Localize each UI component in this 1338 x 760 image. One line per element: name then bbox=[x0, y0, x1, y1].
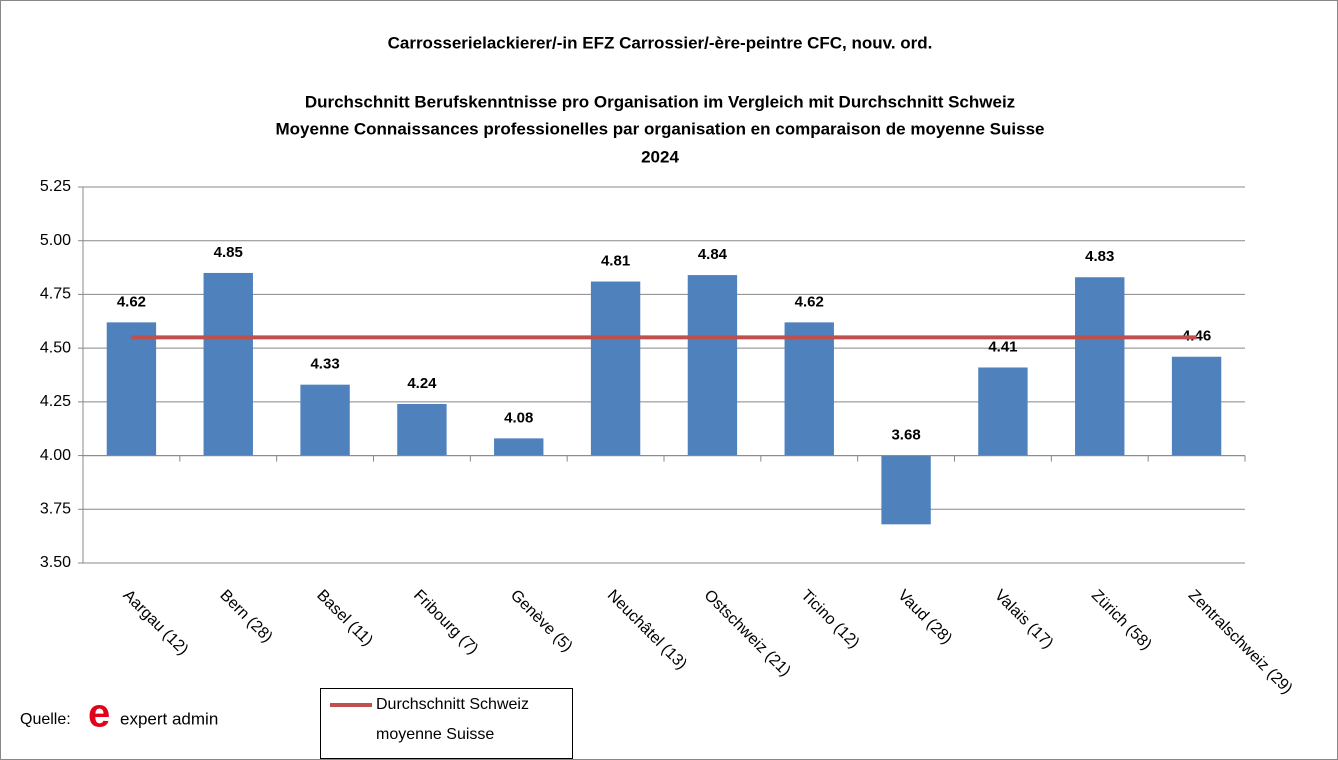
bar bbox=[203, 272, 253, 456]
chart-subtitle: 2024 bbox=[641, 147, 679, 166]
value-label: 4.84 bbox=[698, 246, 728, 263]
value-label: 4.41 bbox=[988, 338, 1017, 355]
y-tick-label: 3.75 bbox=[40, 501, 71, 518]
bar bbox=[1075, 277, 1125, 456]
y-tick-label: 4.50 bbox=[40, 339, 71, 356]
value-label: 3.68 bbox=[891, 427, 920, 444]
value-label: 4.85 bbox=[214, 244, 243, 261]
bar bbox=[590, 281, 641, 456]
bar bbox=[1171, 356, 1222, 456]
legend-box bbox=[320, 688, 573, 759]
logo-mark: e bbox=[88, 692, 110, 736]
bar bbox=[106, 322, 157, 456]
bar bbox=[881, 455, 931, 525]
y-tick-label: 4.75 bbox=[40, 286, 71, 303]
bar bbox=[784, 322, 834, 456]
chart-subtitle: Moyenne Connaissances professionelles pa… bbox=[275, 119, 1044, 138]
logo-text: expert admin bbox=[120, 709, 218, 728]
value-label: 4.24 bbox=[407, 375, 437, 392]
y-tick-label: 3.50 bbox=[40, 554, 71, 571]
legend-label: moyenne Suisse bbox=[376, 726, 494, 743]
legend-label: Durchschnitt Schweiz bbox=[376, 696, 529, 713]
y-tick-label: 5.00 bbox=[40, 232, 71, 249]
bar bbox=[687, 275, 738, 456]
bar bbox=[494, 438, 544, 456]
value-label: 4.81 bbox=[601, 253, 630, 270]
value-label: 4.08 bbox=[504, 409, 533, 426]
chart-title: Carrosserielackierer/-in EFZ Carrossier/… bbox=[388, 33, 933, 52]
y-tick-label: 5.25 bbox=[40, 178, 71, 195]
y-tick-label: 4.25 bbox=[40, 393, 71, 410]
source-label: Quelle: bbox=[20, 711, 71, 728]
bar bbox=[978, 367, 1028, 456]
value-label: 4.33 bbox=[310, 356, 339, 373]
bar bbox=[300, 384, 350, 456]
y-tick-label: 4.00 bbox=[40, 447, 71, 464]
chart-subtitle: Durchschnitt Berufskenntnisse pro Organi… bbox=[305, 92, 1015, 111]
value-label: 4.62 bbox=[795, 293, 824, 310]
bar bbox=[397, 404, 447, 456]
value-label: 4.62 bbox=[117, 293, 146, 310]
value-label: 4.83 bbox=[1085, 248, 1114, 265]
